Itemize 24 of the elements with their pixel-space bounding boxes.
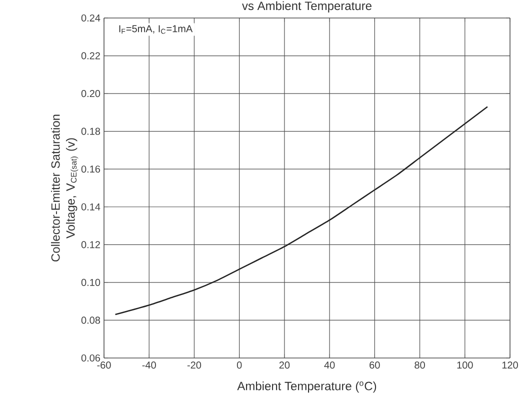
y-tick-label: 0.20: [81, 90, 100, 98]
x-tick-label: 20: [279, 362, 290, 369]
x-tick-label: -20: [187, 362, 202, 369]
x-axis-title: Ambient Temperature ($^{o}$C): [237, 381, 376, 393]
chart-title: vs Ambient Temperature: [242, 1, 372, 12]
y-tick-label: 0.06: [81, 354, 100, 362]
y-tick-label: 0.10: [81, 278, 100, 286]
y-tick-label: 0.16: [81, 166, 100, 173]
y-tick-label: 0.08: [81, 316, 100, 324]
line-series: [114, 106, 488, 316]
x-tick-label: 40: [324, 362, 335, 369]
y-tick-label: 0.24: [81, 14, 100, 22]
x-tick-label: 120: [502, 362, 518, 369]
x-tick-label: -40: [142, 362, 156, 369]
y-tick-label: 0.12: [81, 241, 100, 248]
annotation: I$_{F}$=5mA, I$_{C}$=1mA: [119, 25, 193, 34]
x-tick-label: 80: [414, 362, 425, 369]
x-tick-label: -60: [97, 362, 111, 369]
x-tick-label: 100: [457, 362, 473, 369]
x-tick-label: 0: [236, 362, 242, 369]
y-tick-label: 0.14: [81, 203, 100, 210]
y-tick-label: 0.22: [81, 52, 100, 60]
y-tick-label: 0.18: [81, 128, 100, 135]
x-tick-label: 60: [370, 362, 380, 369]
